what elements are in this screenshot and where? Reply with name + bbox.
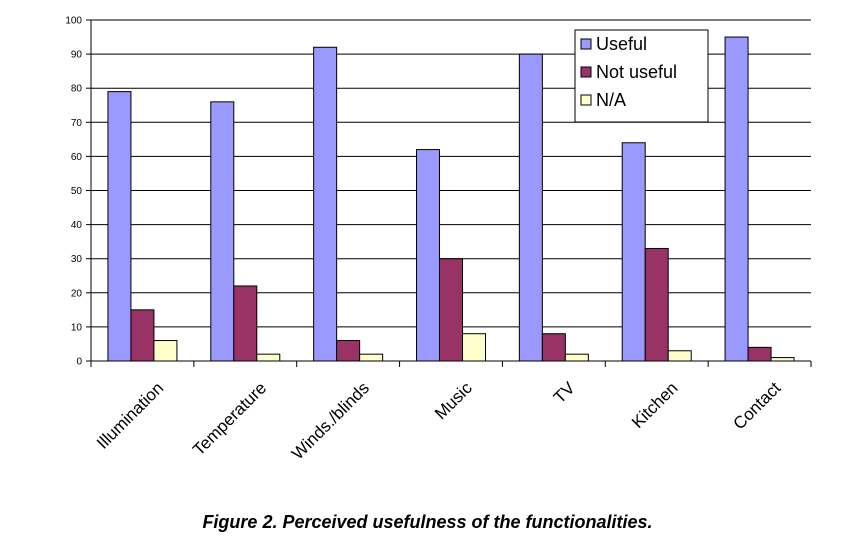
- legend-label-not-useful: Not useful: [596, 62, 677, 82]
- bar-n-a-winds-blinds: [359, 353, 384, 362]
- x-tick-label-temperature: Temperature: [189, 378, 270, 459]
- legend-box: [574, 29, 709, 123]
- bar-useful-illumination: [107, 91, 132, 362]
- bar-not-useful-kitchen: [644, 247, 669, 362]
- bar-not-useful-contact: [747, 346, 772, 362]
- y-tick-label-40: 40: [71, 220, 83, 231]
- y-tick-label-20: 20: [71, 288, 83, 299]
- x-tick-label-illumination: Illumination: [93, 378, 167, 452]
- x-tick-label-tv: TV: [550, 378, 579, 407]
- bar-n-a-tv: [564, 353, 589, 362]
- x-tick-label-winds-blinds: Winds./blinds: [288, 378, 373, 463]
- bar-useful-kitchen: [621, 142, 646, 362]
- bar-n-a-illumination: [153, 340, 178, 362]
- bar-n-a-kitchen: [667, 350, 692, 362]
- chart-area: 0 10 20 30 40 50 60 70 80 90 100 Illumination Temper…: [65, 16, 812, 463]
- bar-not-useful-illumination: [130, 309, 155, 362]
- figure-caption: Figure 2. Perceived usefulness of the fu…: [202, 512, 653, 532]
- y-tick-label-100: 100: [65, 16, 82, 27]
- bar-n-a-contact: [770, 357, 795, 362]
- bar-useful-temperature: [210, 101, 235, 362]
- bar-n-a-temperature: [256, 353, 281, 362]
- y-tick-label-70: 70: [71, 118, 83, 129]
- x-tick-label-contact: Contact: [730, 378, 785, 433]
- y-tick-label-10: 10: [71, 322, 83, 333]
- y-tick-label-50: 50: [71, 186, 83, 197]
- bar-useful-tv: [518, 53, 543, 362]
- bar-useful-music: [416, 149, 440, 362]
- legend-label-n-a: N/A: [596, 90, 626, 110]
- y-tick-label-60: 60: [71, 152, 83, 163]
- y-tick-label-30: 30: [71, 254, 83, 265]
- bar-chart: 0 10 20 30 40 50 60 70 80 90 100 Illumination Temper…: [65, 16, 812, 463]
- bar-n-a-music: [462, 333, 486, 362]
- legend-swatch-not-useful: [580, 66, 592, 78]
- bar-useful-winds-blinds: [313, 46, 338, 362]
- bar-not-useful-winds-blinds: [336, 340, 361, 362]
- bar-not-useful-tv: [541, 333, 566, 362]
- x-tick-label-music: Music: [431, 378, 476, 423]
- y-tick-label-80: 80: [71, 84, 83, 95]
- bar-not-useful-temperature: [233, 285, 258, 362]
- legend-swatch-useful: [580, 38, 592, 50]
- legend-label-useful: Useful: [596, 34, 647, 54]
- y-tick-label-0: 0: [76, 357, 82, 368]
- bar-useful-contact: [724, 36, 749, 362]
- legend-swatch-n-a: [580, 94, 592, 106]
- x-tick-label-kitchen: Kitchen: [628, 378, 682, 432]
- bar-not-useful-music: [439, 258, 463, 362]
- y-tick-label-90: 90: [71, 50, 83, 61]
